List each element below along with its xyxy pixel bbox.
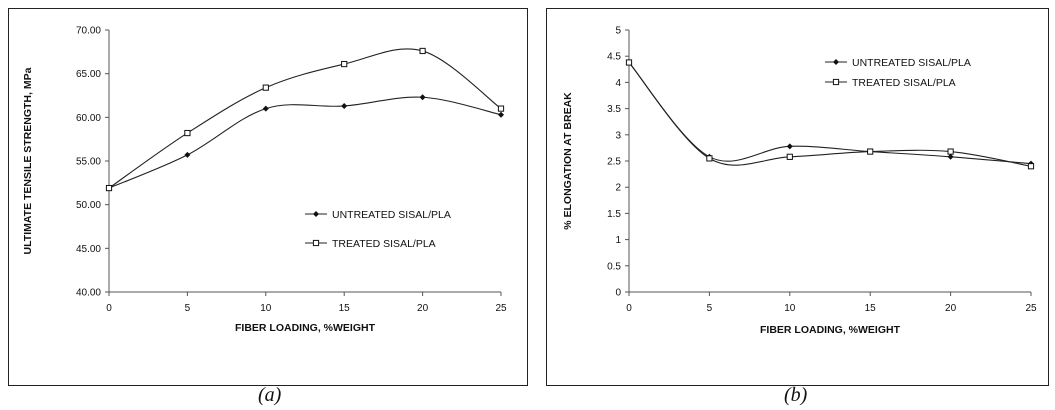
series-line-untreated: [108, 96, 502, 189]
y-tick-label: 3.5: [607, 104, 621, 115]
series-line-treated: [628, 62, 1032, 167]
x-tick-label: 25: [495, 303, 507, 314]
y-tick-label: 2: [615, 183, 621, 194]
y-tick-label: 1.5: [607, 209, 621, 220]
x-tick-label: 0: [106, 303, 112, 314]
data-point-treated: [706, 155, 713, 162]
y-tick-label: 5: [615, 26, 621, 37]
legend-label-treated: TREATED SISAL/PLA: [332, 238, 436, 250]
caption-a: (a): [258, 384, 282, 406]
y-tick-label: 60.00: [76, 113, 101, 124]
x-tick-label: 0: [626, 303, 632, 314]
legend-marker-treated: [312, 239, 320, 247]
x-tick-label: 10: [260, 303, 272, 314]
chart-panel-tensile-strength: 40.00 45.00 50.00 55.00 60.00 65.00 70.00 0 5 10 1…: [8, 8, 528, 386]
y-axis-title: ULTIMATE TENSILE STRENGTH, MPa: [22, 67, 34, 254]
y-tick-label: 50.00: [76, 200, 101, 211]
data-point-untreated: [184, 151, 191, 158]
data-point-untreated: [947, 153, 954, 160]
tensile-strength-chart: 40.00 45.00 50.00 55.00 60.00 65.00 70.00 0 5 10 1…: [22, 26, 507, 335]
x-tick-label: 20: [417, 303, 429, 314]
elongation-chart: 0 0.5 1 1.5 2 2.5 3 3.5 4 4.5 5 0 5 10 15 20 25 FIBER LOA…: [562, 26, 1037, 337]
y-tick-label: 0: [615, 288, 621, 299]
series-line-untreated: [628, 62, 1032, 165]
y-tick-label: 65.00: [76, 69, 101, 80]
y-tick-label: 55.00: [76, 157, 101, 168]
data-point-treated: [625, 59, 633, 66]
data-point-treated: [184, 129, 191, 137]
y-tick-label: 70.00: [76, 26, 101, 37]
x-tick-label: 20: [945, 303, 957, 314]
data-point-untreated: [786, 143, 793, 150]
legend-marker-untreated: [833, 59, 839, 65]
x-tick-label: 10: [784, 303, 796, 314]
y-axis-title: % ELONGATION AT BREAK: [562, 92, 574, 230]
x-axis-title: FIBER LOADING, %WEIGHT: [235, 322, 376, 334]
y-tick-label: 0.5: [607, 261, 621, 272]
y-tick-label: 40.00: [76, 288, 101, 299]
data-point-untreated: [498, 111, 504, 118]
x-axis-title: FIBER LOADING, %WEIGHT: [760, 324, 901, 336]
data-point-treated: [947, 148, 954, 155]
legend-label-untreated: UNTREATED SISAL/PLA: [852, 57, 971, 69]
x-tick-label: 5: [185, 303, 191, 314]
legend-marker-untreated: [313, 211, 319, 217]
data-point-treated: [262, 84, 269, 91]
y-tick-label: 2.5: [607, 157, 621, 168]
y-tick-label: 4: [615, 78, 621, 89]
data-point-treated: [105, 184, 113, 192]
legend-marker-treated: [832, 78, 840, 86]
data-point-untreated: [341, 102, 348, 109]
data-point-treated: [419, 47, 426, 55]
data-point-treated: [1027, 163, 1035, 170]
x-tick-label: 15: [865, 303, 877, 314]
data-point-treated: [786, 153, 793, 160]
chart-panel-elongation: 0 0.5 1 1.5 2 2.5 3 3.5 4 4.5 5 0 5 10 15 20 25 FIBER LOA…: [546, 8, 1049, 386]
data-point-treated: [341, 60, 348, 68]
series-line-treated: [108, 48, 502, 189]
x-tick-label: 15: [339, 303, 351, 314]
legend-label-treated: TREATED SISAL/PLA: [852, 77, 956, 89]
y-tick-label: 4.5: [607, 52, 621, 63]
y-tick-label: 45.00: [76, 244, 101, 255]
data-point-treated: [867, 148, 874, 155]
y-tick-label: 3: [615, 130, 621, 141]
x-tick-label: 25: [1025, 303, 1037, 314]
y-tick-label: 1: [615, 235, 621, 246]
data-point-untreated: [262, 105, 269, 112]
data-point-untreated: [419, 94, 426, 101]
legend-label-untreated: UNTREATED SISAL/PLA: [332, 209, 451, 221]
caption-b: (b): [784, 384, 808, 406]
x-tick-label: 5: [707, 303, 713, 314]
data-point-treated: [497, 105, 505, 112]
